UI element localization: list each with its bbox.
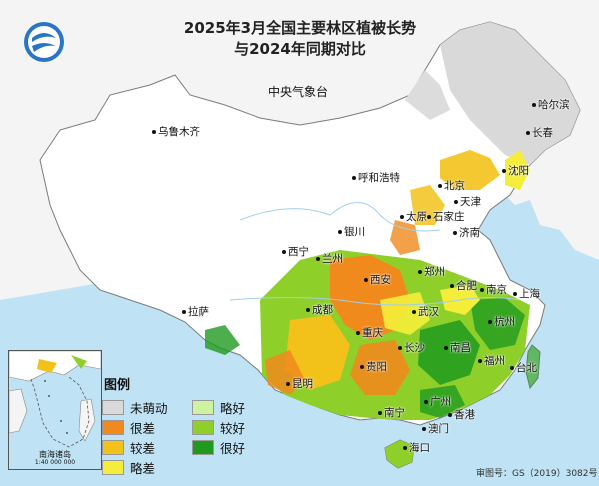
yellow-river [239,202,441,232]
northeast-grey-zone [440,22,580,165]
legend-swatch [102,440,124,455]
map-title-line1: 2025年3月全国主要林区植被长势 [183,19,417,37]
city-label: 澳门 [422,421,449,436]
city-label: 香港 [448,407,475,422]
city-label: 重庆 [356,325,383,340]
city-label: 西宁 [282,244,309,259]
city-label: 呼和浩特 [352,170,400,185]
city-label: 杭州 [488,314,515,329]
legend-swatch [102,400,124,415]
city-label: 太原 [400,209,427,224]
city-label: 台北 [510,360,537,375]
city-label: 南昌 [444,340,471,355]
city-label: 郑州 [418,264,445,279]
cma-logo-icon [24,22,64,62]
legend-item: 略差 [102,458,155,477]
legend-swatch [102,420,124,435]
legend: 图例 未萌动 很差 较差 略差 略好 较好 很好 [98,370,268,477]
city-label: 北京 [438,178,465,193]
city-label: 长春 [526,125,553,140]
legend-swatch [192,440,214,455]
city-label: 成都 [306,302,333,317]
legend-item: 较好 [192,418,245,437]
city-label: 长沙 [398,340,425,355]
city-label: 沈阳 [502,163,529,178]
city-label: 乌鲁木齐 [152,124,200,139]
city-label: 银川 [338,224,365,239]
legend-title: 图例 [104,378,131,393]
yangtze-river [229,297,521,306]
city-label: 兰州 [316,251,343,266]
city-label: 上海 [513,286,540,301]
city-label: 昆明 [286,376,313,391]
city-label: 石家庄 [427,209,465,224]
city-label: 武汉 [412,304,439,319]
legend-swatch [102,460,124,475]
south-china-sea-inset: 南海诸岛 1:40 000 000 [8,350,102,470]
city-label: 海口 [403,440,430,455]
city-label: 济南 [453,225,480,240]
city-label: 哈尔滨 [532,97,570,112]
city-label: 合肥 [450,278,477,293]
inset-map [9,351,101,448]
city-label: 拉萨 [182,304,209,319]
agency-label: 中央气象台 [268,85,329,99]
legend-item: 很差 [102,418,155,437]
legend-swatch [192,420,214,435]
city-label: 广州 [424,394,451,409]
city-label: 南宁 [378,405,405,420]
city-label: 西安 [364,272,391,287]
legend-swatch [192,400,214,415]
inset-scale: 1:40 000 000 [34,459,76,466]
inset-title: 南海诸岛 [39,450,71,459]
legend-item: 很好 [192,438,245,457]
map-title-line2: 与2024年同期对比 [234,40,366,58]
map-title: 2025年3月全国主要林区植被长势 与2024年同期对比 [150,18,450,60]
city-label: 南京 [480,282,507,297]
city-label: 福州 [478,353,505,368]
legend-item: 未萌动 [102,398,168,417]
city-label: 天津 [454,194,481,209]
legend-item: 略好 [192,398,245,417]
legend-item: 较差 [102,438,155,457]
map-approval-number: 审图号：GS（2019）3082号 [476,469,598,479]
city-label: 贵阳 [360,359,387,374]
